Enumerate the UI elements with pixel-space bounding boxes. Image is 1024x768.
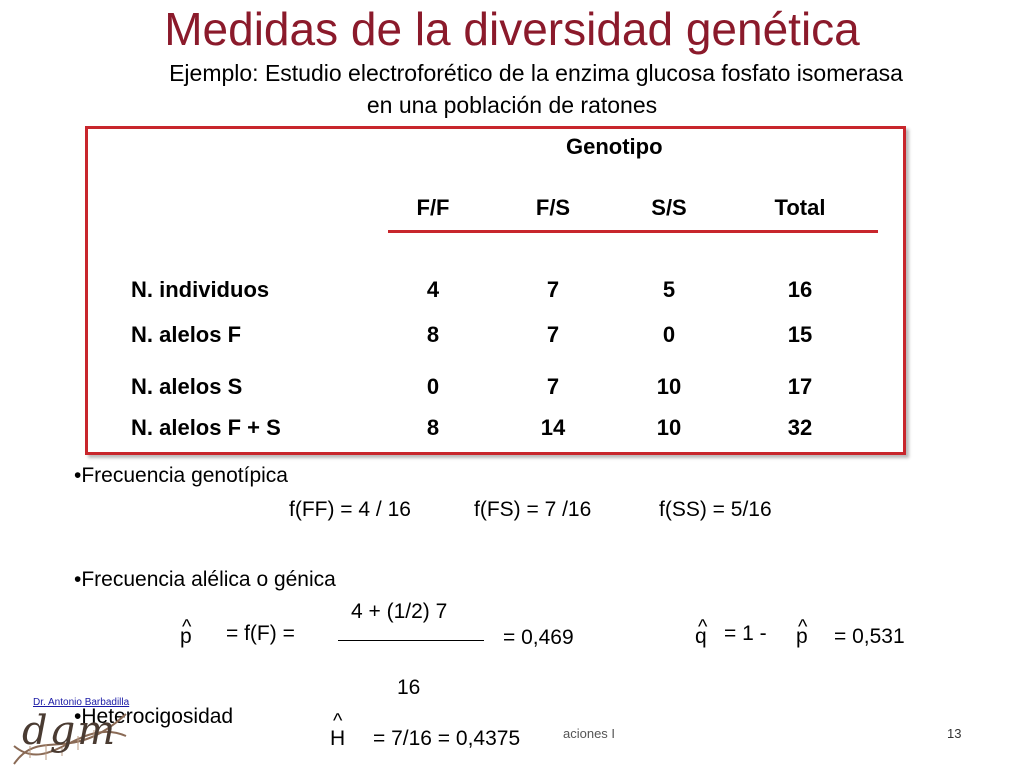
table-cell: 0 [426, 374, 440, 399]
table-cell: 17 [787, 374, 813, 399]
table-cell: 7 [546, 277, 560, 302]
bullet-genotypic-frequency: •Frecuencia genotípica [74, 464, 288, 487]
hat-symbol: ^ [798, 616, 808, 638]
table-cell: 8 [426, 415, 440, 440]
q-equals-label: = 1 - [724, 622, 767, 645]
q-p-symbol: p [796, 625, 808, 648]
fraction-numerator: 4 + (1/2) 7 [351, 600, 448, 623]
dna-helix-logo [13, 713, 127, 765]
fraction-denominator: 16 [397, 676, 421, 699]
header-underline [388, 230, 878, 233]
table-cell: 4 [426, 277, 440, 302]
column-header-ss: S/S [651, 195, 687, 220]
table-cell: 16 [787, 277, 813, 302]
q-result: = 0,531 [834, 625, 905, 648]
table-group-header: Genotipo [566, 134, 663, 159]
table-cell: 32 [787, 415, 813, 440]
formula-f-ff: f(FF) = 4 / 16 [289, 498, 411, 521]
row-label-individuos: N. individuos [131, 277, 270, 302]
table-cell: 7 [546, 374, 560, 399]
hat-symbol: ^ [182, 616, 192, 638]
row-label-alelos-f: N. alelos F [131, 322, 242, 347]
column-header-fs: F/S [535, 195, 571, 220]
table-cell: 7 [546, 322, 560, 347]
p-result: = 0,469 [503, 626, 574, 649]
bullet-allelic-frequency: •Frecuencia alélica o génica [74, 568, 336, 591]
slide-title: Medidas de la diversidad genética [164, 3, 860, 55]
table-cell: 14 [540, 415, 566, 440]
h-symbol: H [330, 727, 346, 750]
column-header-total: Total [774, 195, 826, 220]
hat-symbol: ^ [333, 710, 343, 732]
p-equals-label: = f(F) = [226, 622, 295, 645]
table-cell: 10 [656, 415, 682, 440]
table-cell: 10 [656, 374, 682, 399]
row-label-alelos-fs: N. alelos F + S [131, 415, 281, 440]
genotype-table-box [85, 126, 906, 455]
author-link[interactable]: Dr. Antonio Barbadilla [33, 697, 130, 708]
formula-f-fs: f(FS) = 7 /16 [474, 498, 592, 521]
dgm-logo-text: dgm [22, 708, 118, 754]
row-label-alelos-s: N. alelos S [131, 374, 243, 399]
table-cell: 15 [787, 322, 813, 347]
p-symbol: p [180, 625, 192, 648]
table-cell: 0 [662, 322, 676, 347]
q-symbol: q [695, 625, 707, 648]
subtitle-line-2: en una población de ratones [366, 92, 658, 118]
formula-f-ss: f(SS) = 5/16 [659, 498, 772, 521]
hat-symbol: ^ [698, 616, 708, 638]
footer-text: aciones I [563, 726, 616, 741]
fraction-bar [338, 640, 484, 641]
bullet-heterozygosity: •Heterocigosidad [74, 705, 234, 728]
page-number: 13 [947, 726, 962, 741]
subtitle-line-1: Ejemplo: Estudio electroforético de la e… [169, 60, 903, 86]
table-cell: 5 [662, 277, 676, 302]
column-header-ff: F/F [416, 195, 450, 220]
table-cell: 8 [426, 322, 440, 347]
h-result: = 7/16 = 0,4375 [373, 727, 521, 750]
